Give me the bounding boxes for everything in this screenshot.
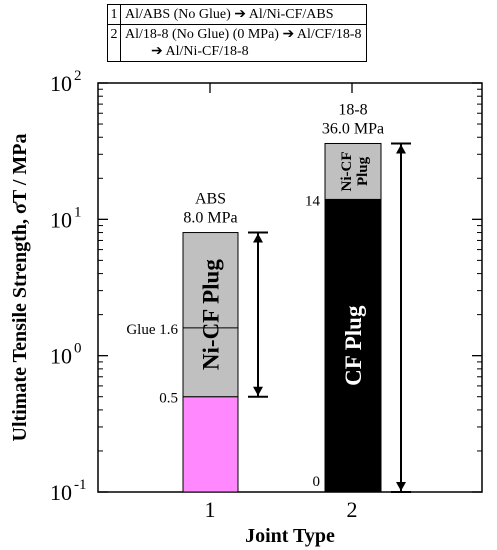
legend-text: Al/18-8 (No Glue) (0 MPa) ➔ Al/CF/18-8 ➔… [120, 24, 367, 62]
bar-segment [324, 198, 382, 493]
y-tick-exponent: 2 [74, 68, 82, 84]
range-arrow-head [396, 144, 406, 154]
range-arrow-head [253, 233, 263, 243]
bar-segment-label: Ni-CF Plug [199, 259, 224, 370]
bar-segment-label: Ni-CF [339, 151, 355, 191]
x-tick-label: 1 [205, 497, 216, 522]
y-tick-label: 10 [50, 207, 72, 232]
bar-top-value: 36.0 MPa [322, 120, 384, 137]
bar-top-label: ABS [195, 191, 226, 208]
legend-line: ➔ Al/Ni-CF/18-8 [151, 44, 249, 59]
range-arrow-head [253, 386, 263, 396]
bar-segment [182, 232, 239, 398]
marker-label: 0 [313, 474, 321, 490]
legend-row: 2 Al/18-8 (No Glue) (0 MPa) ➔ Al/CF/18-8… [107, 24, 367, 62]
bar-segment-label: Plug [355, 156, 371, 186]
legend-line: Al/ABS (No Glue) ➔ Al/Ni-CF/ABS [125, 7, 334, 22]
legend-table: 1 Al/ABS (No Glue) ➔ Al/Ni-CF/ABS 2 Al/1… [107, 4, 367, 62]
y-tick-exponent: 1 [74, 204, 82, 220]
marker-label: Glue 1.6 [126, 322, 178, 338]
marker-label: 14 [305, 193, 321, 209]
marker-label: 0.5 [159, 391, 178, 407]
y-axis-label: Ultimate Tensile Strength, σT / MPa [9, 134, 31, 442]
bar-top-label: 18-8 [338, 101, 367, 118]
y-tick-exponent: 0 [74, 341, 82, 357]
bar-segment-label: CF Plug [341, 305, 366, 386]
bar-segment [324, 142, 382, 200]
bar-top-value: 8.0 MPa [183, 210, 237, 227]
legend-number: 2 [107, 24, 121, 62]
range-arrow-head [396, 482, 406, 491]
y-tick-label: 10 [50, 344, 72, 369]
y-tick-exponent: -1 [74, 477, 87, 493]
x-axis-label: Joint Type [245, 525, 335, 547]
legend-line: Al/18-8 (No Glue) (0 MPa) ➔ Al/CF/18-8 [125, 27, 362, 42]
y-tick-label: 10 [50, 71, 72, 96]
plot-frame [97, 82, 483, 493]
x-tick-label: 2 [347, 497, 358, 522]
bar-segment [182, 396, 239, 493]
y-tick-label: 10 [50, 480, 72, 505]
